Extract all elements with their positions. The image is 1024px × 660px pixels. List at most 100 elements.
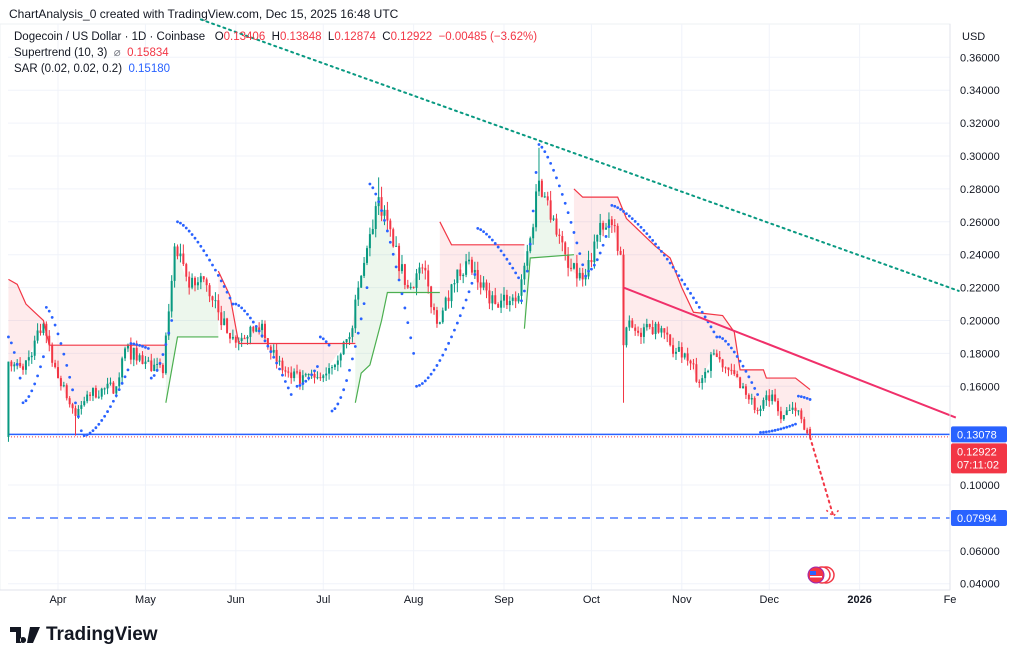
supertrend-value: 0.15834 bbox=[127, 47, 169, 59]
candle-body bbox=[628, 320, 631, 328]
sar-dot bbox=[269, 350, 273, 353]
tradingview-logo-icon bbox=[10, 627, 40, 643]
price-tick-label: 0.24000 bbox=[960, 250, 1000, 262]
supertrend-fill-area bbox=[573, 188, 811, 437]
sar-dot bbox=[476, 226, 480, 230]
sar-dot bbox=[42, 355, 45, 359]
candle-body bbox=[86, 394, 89, 402]
candle-body bbox=[226, 318, 229, 333]
level-price-label: 0.13078 bbox=[957, 429, 997, 441]
supertrend-down-line bbox=[573, 188, 811, 391]
us-flag-event-icon[interactable] bbox=[807, 566, 835, 584]
candle-body bbox=[48, 335, 51, 345]
price-tick-label: 0.32000 bbox=[960, 118, 1000, 130]
sar-dot bbox=[225, 290, 229, 294]
sar-dot bbox=[534, 171, 538, 174]
sar-dot bbox=[616, 206, 620, 210]
tradingview-logo[interactable]: TradingView bbox=[10, 624, 158, 646]
sar-dot bbox=[184, 226, 188, 230]
candle-body bbox=[322, 375, 325, 379]
candle-body bbox=[610, 219, 613, 226]
sar-dot bbox=[627, 214, 631, 218]
sar-value: 0.15180 bbox=[128, 63, 171, 75]
sar-dot bbox=[575, 241, 579, 245]
price-tick-label: 0.30000 bbox=[960, 151, 1000, 163]
sar-dot bbox=[278, 367, 281, 371]
sar-dot bbox=[406, 321, 410, 325]
time-axis[interactable]: Apr May Jun Jul Aug Sep Oct Nov Dec 2026 Fe bbox=[0, 589, 957, 606]
candle-body bbox=[768, 395, 771, 402]
sar-dot bbox=[251, 320, 255, 324]
candle-body bbox=[742, 386, 745, 389]
projection-arrowhead bbox=[825, 508, 840, 518]
candle-body bbox=[39, 330, 42, 333]
sar-dot bbox=[91, 429, 95, 433]
time-tick-label: Fe bbox=[944, 594, 957, 606]
candle-body bbox=[336, 360, 339, 365]
sar-dot bbox=[490, 238, 494, 242]
candle-body bbox=[791, 407, 794, 410]
candle-body bbox=[68, 398, 71, 405]
price-tick-label: 0.10000 bbox=[960, 480, 1000, 492]
candle-body bbox=[65, 385, 68, 399]
sar-dot bbox=[709, 325, 713, 329]
sar-dot bbox=[779, 427, 783, 431]
sar-dot bbox=[607, 225, 611, 229]
candle-body bbox=[508, 300, 511, 306]
candle-body bbox=[599, 222, 602, 235]
candle-body bbox=[208, 285, 211, 297]
candle-body bbox=[587, 260, 590, 277]
candle-body bbox=[756, 409, 759, 411]
sar-dot bbox=[228, 296, 232, 300]
sar-dot bbox=[231, 302, 235, 306]
price-axis[interactable]: USD 0.36000 0.34000 0.32000 0.30000 0.28000 0.… bbox=[949, 24, 1007, 591]
currency-label: USD bbox=[962, 31, 985, 43]
open-value: 0.13406 bbox=[223, 31, 266, 43]
open-label: O bbox=[214, 31, 224, 43]
candle-body bbox=[701, 378, 704, 384]
close-value: 0.12922 bbox=[390, 31, 433, 43]
candle-body bbox=[468, 259, 471, 262]
sar-dot bbox=[289, 393, 293, 396]
candle-body bbox=[374, 206, 377, 229]
sar-dot bbox=[753, 387, 757, 390]
candle-body bbox=[715, 353, 718, 358]
sar-dot bbox=[214, 268, 217, 272]
sar-dot bbox=[187, 229, 191, 233]
candle-body bbox=[526, 251, 529, 266]
candle-body bbox=[564, 242, 567, 255]
candle-body bbox=[147, 360, 150, 362]
symbol-legend[interactable]: Dogecoin / US Dollar · 1D · Coinbase O0.… bbox=[14, 29, 537, 45]
candle-body bbox=[660, 328, 663, 333]
time-tick-label: Aug bbox=[404, 594, 424, 606]
candle-body bbox=[433, 307, 436, 311]
sar-dot bbox=[316, 365, 319, 368]
sar-legend[interactable]: SAR (0.02, 0.02, 0.2) 0.15180 bbox=[14, 61, 537, 77]
candle-body bbox=[231, 336, 234, 339]
candle-body bbox=[502, 294, 505, 301]
sar-dot bbox=[208, 258, 211, 262]
candle-body bbox=[354, 299, 357, 329]
candle-body bbox=[234, 336, 237, 343]
supertrend-up-line bbox=[354, 291, 440, 403]
sar-dot bbox=[281, 373, 284, 377]
candle-body bbox=[669, 334, 672, 346]
supertrend-legend[interactable]: Supertrend (10, 3) ⌀ 0.15834 bbox=[14, 45, 537, 61]
sar-dot bbox=[365, 286, 369, 289]
sar-dot bbox=[578, 252, 582, 256]
sar-dot bbox=[429, 372, 433, 376]
sar-dot bbox=[523, 289, 526, 293]
candle-body bbox=[622, 254, 625, 346]
sar-dot bbox=[689, 291, 692, 295]
sar-dot bbox=[53, 323, 57, 327]
sar-dot bbox=[727, 342, 730, 346]
sar-dot bbox=[243, 309, 246, 313]
sar-dot bbox=[692, 296, 695, 300]
price-tick-label: 0.04000 bbox=[960, 579, 1000, 591]
sar-dot bbox=[132, 342, 136, 346]
sar-dot bbox=[164, 343, 168, 346]
sar-dot bbox=[435, 364, 439, 367]
sar-dot bbox=[622, 210, 625, 213]
sar-dot bbox=[537, 143, 541, 146]
